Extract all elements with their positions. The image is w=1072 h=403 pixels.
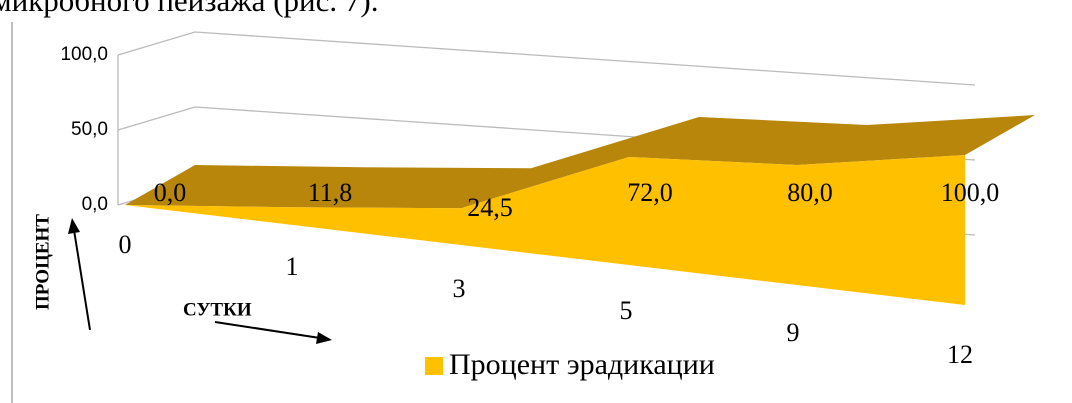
data-label: 11,8 (308, 178, 353, 207)
data-label: 80,0 (787, 178, 833, 207)
area-top-face (125, 115, 1035, 209)
x-tick-label: 0 (119, 230, 132, 259)
data-label: 72,0 (627, 178, 673, 207)
x-tick-label: 3 (453, 274, 466, 303)
x-axis-label: СУТКИ (183, 299, 252, 320)
x-arrow (214, 321, 321, 339)
y-arrow (73, 229, 91, 331)
legend-label: Процент эрадикации (449, 348, 715, 381)
x-tick-label: 1 (286, 252, 299, 281)
area (125, 155, 965, 305)
x-tick-label: 9 (787, 318, 800, 347)
grid-line (117, 31, 976, 86)
data-label: 0,0 (154, 178, 187, 207)
x-tick-label: 5 (620, 296, 633, 325)
y-arrow-head (68, 218, 80, 234)
y-tick-label: 100,0 (60, 44, 108, 65)
data-label: 100,0 (941, 178, 1000, 207)
y-tick-label: 0,0 (82, 194, 108, 215)
data-label: 24,5 (467, 193, 513, 222)
x-tick-label: 12 (947, 340, 973, 369)
legend-swatch (425, 357, 443, 375)
legend: Процент эрадикации (425, 348, 715, 381)
x-arrow-head (316, 332, 332, 344)
document-text: микробного пейзажа (рис. 7). (0, 0, 378, 18)
y-axis-label: ПРОЦЕНТ (32, 214, 53, 310)
y-tick-label: 50,0 (71, 119, 108, 140)
